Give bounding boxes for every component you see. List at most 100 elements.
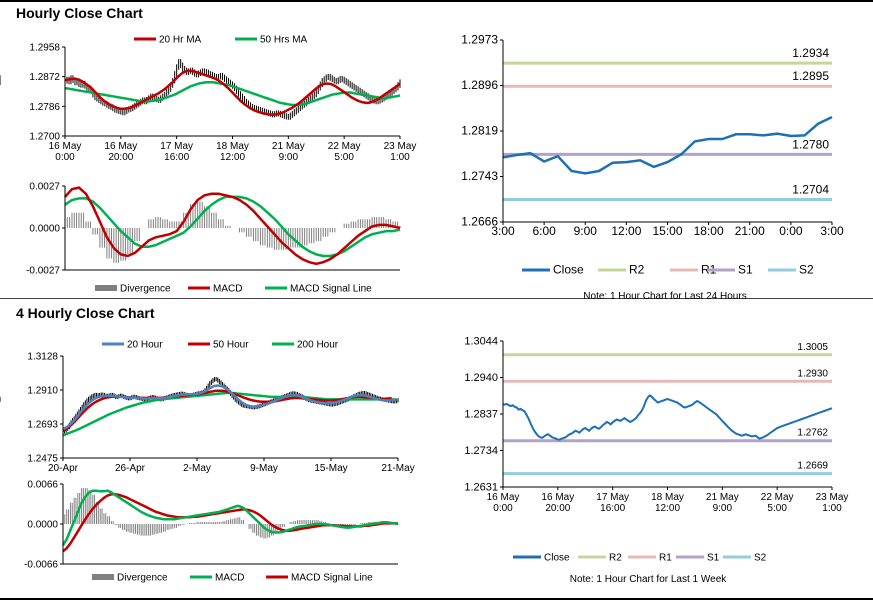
four-hourly-macd-y-tick-label: 0.0066 bbox=[27, 480, 58, 491]
weekly-levels-x-tick-label: 16 May bbox=[487, 492, 520, 503]
hourly-price-y-tick-label: 1.2700 bbox=[29, 132, 60, 143]
weekly-levels-x-tick-label: 12:00 bbox=[655, 503, 680, 514]
hourly-price-x-tick-label: 1:00 bbox=[390, 152, 410, 163]
four-hourly-price-x-tick-label: 15-May bbox=[314, 463, 347, 474]
hourly-levels-x-tick-label: 0:00 bbox=[779, 224, 803, 238]
legend-hourly-divergence-swatch bbox=[95, 285, 117, 291]
four-hourly-price-y-tick-label: 1.2910 bbox=[27, 386, 58, 397]
level-r2-label: 1.2934 bbox=[792, 46, 829, 60]
hourly-price-x-tick-label: 21 May bbox=[272, 141, 305, 152]
hourly-price-x-tick-label: 20:00 bbox=[108, 152, 133, 163]
legend-weekly-s1-label: S1 bbox=[707, 553, 720, 564]
hourly-ma20-line bbox=[64, 69, 401, 116]
hourly-levels-y-tick-label: 1.2743 bbox=[461, 169, 498, 183]
weekly-levels-x-tick-label: 16:00 bbox=[600, 503, 625, 514]
hourly-levels-x-tick-label: 3:00 bbox=[491, 224, 515, 238]
weekly-levels-y-tick-label: 1.2631 bbox=[464, 482, 498, 494]
weekly-levels-x-tick-label: 22 May bbox=[761, 492, 794, 503]
weekly-level-s2-label: 1.2669 bbox=[797, 461, 828, 472]
hourly-signal-line bbox=[64, 195, 401, 258]
weekly-level-r2-label: 1.3005 bbox=[797, 342, 828, 353]
hourly-levels-x-tick-label: 18:00 bbox=[694, 224, 724, 238]
four-hourly-price-x-tick-label: 2-May bbox=[183, 463, 211, 474]
legend-hourly-r2-label: R2 bbox=[629, 263, 645, 277]
legend-weekly-close-label: Close bbox=[544, 553, 570, 564]
weekly-levels-x-tick-label: 21 May bbox=[706, 492, 739, 503]
hourly-levels-y-tick-label: 1.2666 bbox=[461, 215, 498, 229]
hourly-price-y-tick-label: 1.2958 bbox=[29, 43, 60, 54]
weekly-levels-x-tick-label: 20:00 bbox=[545, 503, 570, 514]
hourly-levels-x-tick-label: 9:00 bbox=[574, 224, 598, 238]
four-hourly-price-axes bbox=[62, 356, 398, 459]
hourly-levels-x-tick-label: 21:00 bbox=[735, 224, 765, 238]
hourly-price-x-tick-label: 0:00 bbox=[55, 152, 75, 163]
top-border bbox=[0, 0, 873, 2]
hourly-levels-y-tick-label: 1.2819 bbox=[461, 124, 498, 138]
hourly-price-y-tick-label: 1.2786 bbox=[29, 102, 60, 113]
hourly-levels-x-tick-label: 12:00 bbox=[611, 224, 641, 238]
four-hourly-divergence-bars bbox=[62, 488, 399, 539]
four-hourly-price-y-tick-label: 1.2475 bbox=[27, 454, 58, 465]
weekly-levels-x-tick-label: 0:00 bbox=[493, 503, 513, 514]
hourly-price-x-tick-label: 9:00 bbox=[279, 152, 299, 163]
weekly-level-s1-label: 1.2762 bbox=[797, 428, 828, 439]
legend-hourly-macd-label: MACD bbox=[213, 284, 242, 295]
weekly-levels-x-tick-label: 1:00 bbox=[822, 503, 842, 514]
weekly-level-r1-label: 1.2930 bbox=[797, 368, 828, 379]
hourly-price-x-tick-label: 16 May bbox=[104, 141, 137, 152]
weekly-levels-y-tick-label: 1.3044 bbox=[464, 336, 498, 348]
legend-20-hour-label: 20 Hour bbox=[127, 340, 163, 351]
four-hourly-price-bars bbox=[0, 376, 399, 434]
hourly-close-line bbox=[502, 115, 833, 175]
hourly-price-x-tick-label: 17 May bbox=[160, 141, 193, 152]
legend-4h-macd-label: MACD bbox=[215, 573, 244, 584]
weekly-levels-x-tick-label: 16 May bbox=[541, 492, 574, 503]
weekly-levels-note: Note: 1 Hour Chart for Last 1 Week bbox=[570, 574, 728, 585]
hourly-macd-axes bbox=[64, 186, 400, 271]
weekly-levels-y-tick-label: 1.2734 bbox=[464, 445, 498, 457]
legend-weekly-r2-label: R2 bbox=[609, 553, 622, 564]
legend-weekly-s2-label: S2 bbox=[754, 553, 767, 564]
legend-hourly-signal-label: MACD Signal Line bbox=[290, 284, 372, 295]
hourly-divergence-bars bbox=[64, 201, 401, 263]
section-divider bbox=[0, 298, 873, 299]
hourly-price-x-tick-label: 22 May bbox=[328, 141, 361, 152]
legend-hourly-s2-label: S2 bbox=[799, 263, 814, 277]
hourly-macd-y-tick-label: 0.0027 bbox=[29, 182, 60, 193]
legend-weekly-r1-label: R1 bbox=[659, 553, 672, 564]
hourly-price-y-tick-label: 1.2872 bbox=[29, 72, 60, 83]
legend-hourly-divergence-label: Divergence bbox=[120, 284, 171, 295]
weekly-levels-x-tick-label: 5:00 bbox=[767, 503, 787, 514]
weekly-close-line bbox=[502, 394, 833, 441]
weekly-levels-x-tick-label: 23 May bbox=[816, 492, 849, 503]
weekly-levels-y-tick-label: 1.2940 bbox=[464, 372, 498, 384]
hourly-levels-x-tick-label: 3:00 bbox=[820, 224, 844, 238]
legend-hourly-close-label: Close bbox=[553, 263, 584, 277]
hourly-price-x-tick-label: 23 May bbox=[384, 141, 417, 152]
four-hourly-price-x-tick-label: 9-May bbox=[250, 463, 278, 474]
four-hourly-macd-y-tick-label: 0.0000 bbox=[27, 520, 58, 531]
legend-4h-divergence-label: Divergence bbox=[117, 573, 168, 584]
hourly-macd-y-tick-label: -0.0027 bbox=[26, 266, 60, 277]
legend-200-hour-label: 200 Hour bbox=[297, 340, 339, 351]
legend-20hr-ma-label: 20 Hr MA bbox=[159, 35, 202, 46]
hourly-levels-y-tick-label: 1.2973 bbox=[461, 33, 498, 47]
four-hourly-price-x-tick-label: 20-Apr bbox=[48, 463, 79, 474]
hourly-macd-line bbox=[64, 186, 401, 266]
hourly-macd-y-tick-label: 0.0000 bbox=[29, 224, 60, 235]
bottom-border bbox=[0, 598, 873, 600]
weekly-levels-x-tick-label: 9:00 bbox=[713, 503, 733, 514]
level-s2-label: 1.2704 bbox=[792, 182, 829, 196]
four-hourly-price-x-tick-label: 21-May bbox=[381, 463, 414, 474]
four-hourly-macd-y-tick-label: -0.0066 bbox=[24, 560, 58, 571]
hourly-levels-note: Note: 1 Hour Chart for Last 24 Hours bbox=[583, 291, 746, 302]
level-r1-label: 1.2895 bbox=[792, 69, 829, 83]
hourly-price-x-tick-label: 12:00 bbox=[220, 152, 245, 163]
four-hourly-price-x-tick-label: 26-Apr bbox=[115, 463, 146, 474]
weekly-levels-y-tick-label: 1.2837 bbox=[464, 409, 498, 421]
legend-4h-signal-label: MACD Signal Line bbox=[291, 573, 373, 584]
level-s1-label: 1.2780 bbox=[792, 137, 829, 151]
weekly-levels-x-tick-label: 17 May bbox=[596, 492, 629, 503]
legend-50hrs-ma-label: 50 Hrs MA bbox=[260, 35, 308, 46]
